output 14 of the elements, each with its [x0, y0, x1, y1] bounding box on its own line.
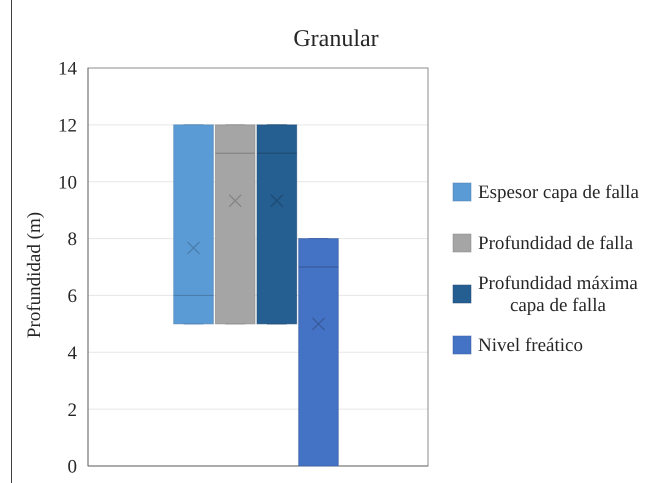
legend-label: Nivel freático — [478, 335, 583, 356]
y-tick-label: 14 — [58, 58, 78, 80]
y-tick-label: 10 — [58, 172, 77, 194]
legend-label: Espesor capa de falla — [478, 182, 640, 203]
y-tick-label: 4 — [68, 342, 78, 364]
y-tick-label: 8 — [68, 229, 77, 250]
y-axis-title: Profundidad (m) — [24, 212, 45, 338]
chart-title: Granular — [293, 26, 379, 52]
y-tick-label: 0 — [68, 456, 77, 478]
y-tick-label: 2 — [68, 400, 77, 421]
legend-label: Profundidad de falla — [478, 233, 634, 254]
y-tick-label: 6 — [68, 286, 77, 308]
legend-label: Profundidad máxima capa de falla — [478, 273, 638, 316]
y-tick-label: 12 — [58, 116, 77, 137]
